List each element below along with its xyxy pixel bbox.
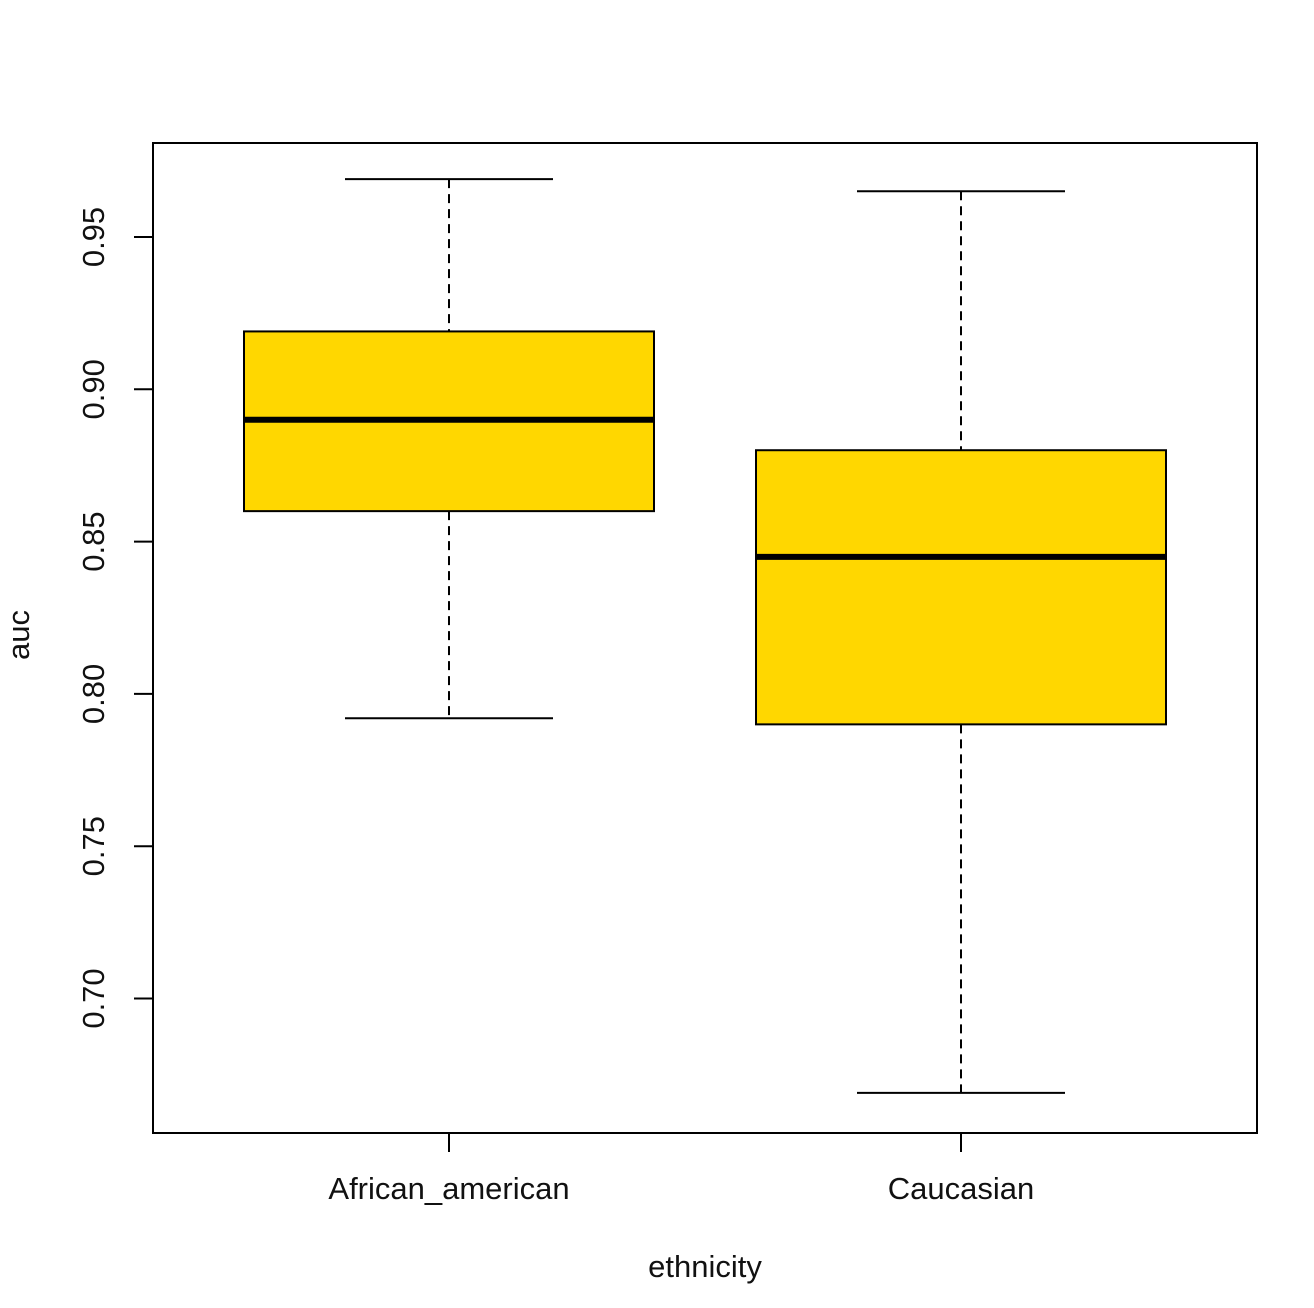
y-tick-label: 0.85 <box>76 511 111 571</box>
x-tick-label: Caucasian <box>888 1171 1034 1206</box>
y-tick-label: 0.75 <box>76 816 111 876</box>
y-axis: 0.70 0.75 0.80 0.85 0.90 0.95 <box>76 207 153 1029</box>
plot-frame <box>152 142 1258 1134</box>
x-axis-title: ethnicity <box>648 1249 762 1284</box>
x-tick-label: African_american <box>328 1171 569 1206</box>
iqr-box <box>755 449 1167 726</box>
x-axis: African_american Caucasian <box>328 1133 1034 1206</box>
y-tick-label: 0.95 <box>76 207 111 267</box>
y-tick-label: 0.80 <box>76 664 111 724</box>
y-tick-label: 0.90 <box>76 359 111 419</box>
y-axis-title: auc <box>1 610 36 660</box>
box-group <box>243 178 1167 1094</box>
y-tick-label: 0.70 <box>76 968 111 1028</box>
